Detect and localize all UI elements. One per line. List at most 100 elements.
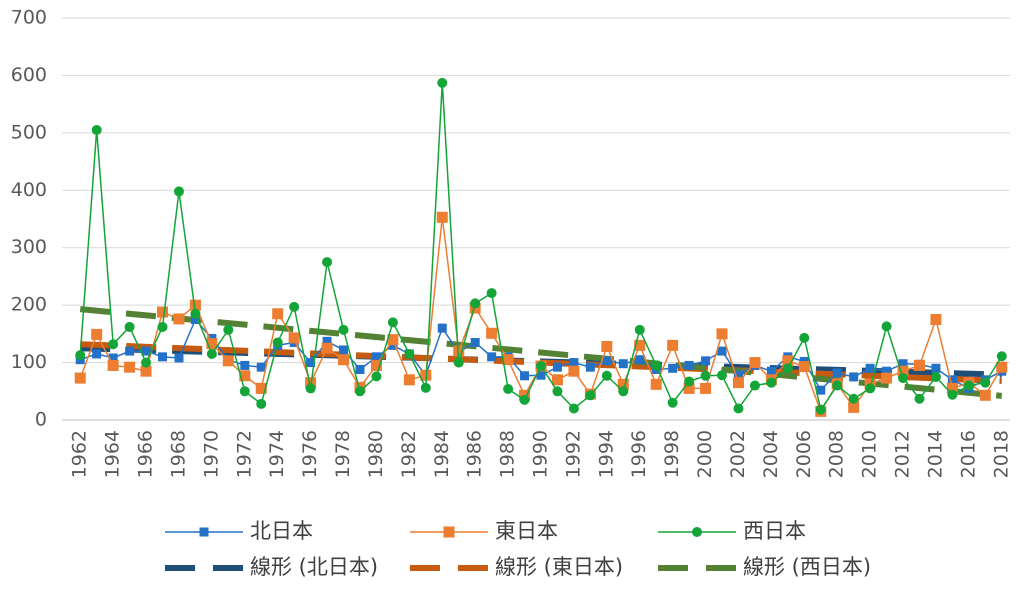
x-tick-label: 1962 (69, 430, 91, 478)
data-point (519, 394, 530, 405)
data-point (930, 371, 941, 382)
x-tick-label: 1966 (135, 430, 157, 478)
data-point (782, 363, 793, 374)
data-point (717, 346, 727, 356)
data-point (651, 360, 662, 371)
data-point (437, 323, 447, 333)
x-tick-label: 1992 (562, 430, 584, 478)
x-tick-label: 1982 (398, 430, 420, 478)
data-point (437, 77, 448, 88)
data-point (897, 365, 909, 377)
legend-label: 北日本 (250, 519, 313, 543)
data-point (601, 340, 613, 352)
data-point (486, 288, 497, 299)
data-point (732, 377, 744, 389)
x-tick-label: 2002 (727, 430, 749, 478)
data-point (701, 356, 711, 366)
data-point (305, 383, 316, 394)
data-point (272, 337, 283, 348)
data-point (355, 364, 365, 374)
data-point (634, 324, 645, 335)
data-point (223, 324, 234, 335)
data-point (470, 337, 480, 347)
x-tick-label: 1964 (102, 430, 124, 478)
data-point (157, 321, 168, 332)
data-point (256, 398, 267, 409)
data-point (848, 401, 860, 413)
data-point (272, 308, 284, 320)
data-point (436, 211, 448, 223)
data-point (140, 365, 152, 377)
x-tick-label: 2018 (990, 430, 1012, 478)
data-point (552, 386, 563, 397)
data-point (189, 299, 201, 311)
data-point (815, 404, 826, 415)
data-point (306, 358, 316, 368)
data-point (585, 390, 596, 401)
data-point (766, 377, 777, 388)
data-point (635, 355, 645, 365)
data-point (602, 356, 612, 366)
x-tick-label: 2014 (924, 430, 946, 478)
y-tick-label: 500 (11, 121, 47, 143)
data-point (339, 345, 349, 355)
x-tick-label: 1998 (661, 430, 683, 478)
x-tick-label: 1990 (530, 430, 552, 478)
data-point (453, 357, 464, 368)
data-point (124, 361, 136, 373)
data-point (174, 353, 184, 363)
data-point (420, 382, 431, 393)
data-point (618, 359, 628, 369)
data-point (684, 360, 694, 370)
data-point (141, 346, 151, 356)
data-point (91, 328, 103, 340)
data-point (354, 386, 365, 397)
data-point (996, 361, 1008, 373)
data-point (667, 397, 678, 408)
x-tick-label: 2010 (859, 430, 881, 478)
data-point (716, 328, 728, 340)
x-tick-label: 1970 (200, 430, 222, 478)
trend-line (79, 306, 1003, 399)
data-point (387, 334, 399, 346)
data-point (881, 321, 892, 332)
data-point (799, 332, 810, 343)
data-point (849, 372, 859, 382)
data-point (404, 348, 415, 359)
data-point (289, 301, 300, 312)
data-point (898, 373, 909, 384)
data-point (700, 382, 712, 394)
x-tick-label: 2008 (826, 430, 848, 478)
data-point (782, 355, 794, 367)
data-point (387, 317, 398, 328)
data-point (832, 380, 843, 391)
data-point (650, 378, 662, 390)
data-point (190, 315, 200, 324)
data-point (91, 124, 102, 135)
x-tick-label: 1968 (167, 430, 189, 478)
data-point (766, 366, 776, 376)
data-point (585, 362, 595, 372)
legend-marker (692, 527, 702, 537)
y-tick-label: 200 (11, 294, 47, 316)
data-point (107, 359, 119, 371)
data-point (338, 324, 349, 335)
data-point (881, 372, 893, 384)
legend-label: 線形 (北日本) (250, 555, 378, 579)
x-tick-label: 2006 (793, 430, 815, 478)
y-tick-label: 100 (11, 351, 47, 373)
data-point (486, 327, 498, 339)
x-tick-label: 1978 (332, 430, 354, 478)
data-point (684, 376, 695, 387)
data-point (173, 186, 184, 197)
data-point (371, 371, 382, 382)
data-point (470, 298, 481, 309)
data-point (92, 349, 102, 359)
data-point (108, 339, 119, 350)
data-point (255, 382, 267, 394)
data-point (898, 359, 908, 369)
data-point (371, 352, 381, 362)
data-point (536, 361, 546, 372)
data-point (749, 357, 761, 369)
data-point (931, 363, 941, 373)
